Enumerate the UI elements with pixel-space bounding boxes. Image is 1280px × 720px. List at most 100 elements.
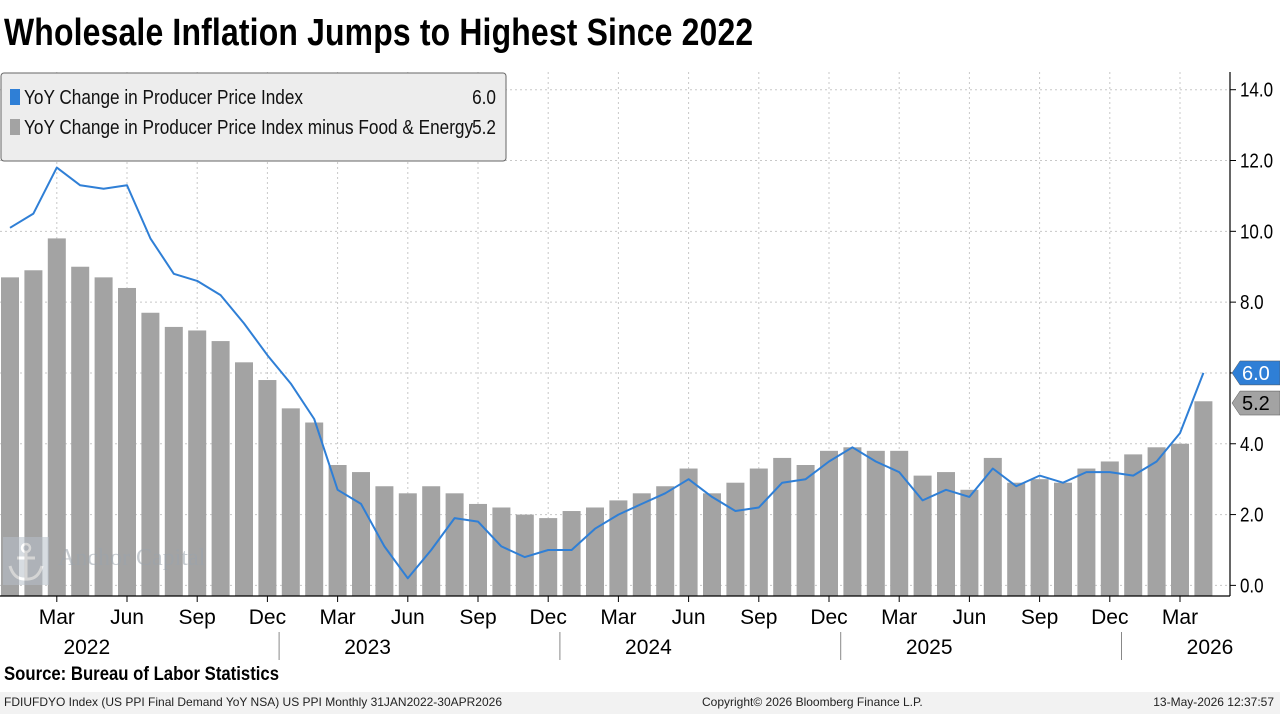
core-ppi-bar (375, 486, 394, 596)
y-tick-label: 12.0 (1240, 149, 1273, 172)
legend: YoY Change in Producer Price Index 6.0 YoY… (0, 72, 507, 162)
core-ppi-bar (398, 493, 417, 596)
chart-title: Wholesale Inflation Jumps to Highest Sin… (4, 12, 754, 54)
core-ppi-bar (71, 266, 90, 596)
core-ppi-bar (492, 507, 511, 596)
core-ppi-bar (352, 472, 370, 596)
core-ppi-bar (913, 475, 932, 596)
core-ppi-bar (937, 472, 955, 596)
x-tick-year: 2024 (625, 636, 672, 659)
core-ppi-bar (656, 486, 675, 596)
axes: 0.02.04.06.08.010.012.014.0Mar2022JunSep… (0, 72, 1280, 660)
footer-timestamp: 13-May-2026 12:37:57 (1153, 695, 1274, 709)
core-ppi-bar (586, 507, 604, 596)
footer-bar: FDIUFDYO Index (US PPI Final Demand YoY … (0, 692, 1280, 714)
footer-copyright: Copyright© 2026 Bloomberg Finance L.P. (702, 695, 923, 709)
x-tick-month: Sep (740, 606, 777, 629)
legend-swatch-bar (10, 119, 20, 135)
x-tick-month: Jun (110, 606, 144, 629)
core-ppi-bar (94, 277, 113, 596)
core-ppi-bar (1007, 482, 1026, 596)
core-ppi-bar (328, 465, 347, 596)
core-ppi-bar (211, 341, 230, 596)
core-ppi-bar (960, 489, 979, 596)
core-ppi-bar (258, 380, 277, 596)
x-tick-month: Mar (600, 606, 636, 629)
core-ppi-bar (1, 277, 19, 596)
core-ppi-bar (749, 468, 768, 596)
core-ppi-bar (1077, 468, 1096, 596)
core-ppi-bar (1054, 482, 1072, 596)
core-ppi-bar (562, 511, 581, 596)
core-ppi-bar (445, 493, 464, 596)
legend-swatch-line (10, 89, 20, 105)
core-ppi-bar (820, 450, 838, 596)
core-ppi-bar (609, 500, 628, 596)
core-ppi-bar (843, 447, 862, 596)
core-ppi-bar (469, 503, 487, 596)
x-tick-month: Dec (1091, 606, 1128, 629)
x-tick-year: 2026 (1187, 636, 1234, 659)
core-ppi-bar (983, 457, 1002, 596)
core-ppi-bar (47, 238, 66, 597)
core-ppi-bar (188, 330, 207, 596)
core-ppi-bar (515, 514, 534, 596)
core-ppi-bar (118, 287, 136, 596)
core-ppi-bar (1194, 401, 1213, 596)
x-tick-month: Dec (249, 606, 286, 629)
x-tick-month: Sep (1021, 606, 1058, 629)
anchor-icon (3, 537, 49, 585)
core-last-value-tag-text: 5.2 (1242, 393, 1270, 415)
y-tick-label: 2.0 (1240, 503, 1264, 526)
core-ppi-bar (281, 408, 300, 596)
core-ppi-bar (1030, 479, 1049, 596)
watermark-text: Anchor Capital (58, 545, 206, 571)
x-tick-month: Jun (672, 606, 706, 629)
ppi-line (9, 166, 1205, 580)
core-ppi-bar (1147, 447, 1166, 596)
core-ppi-bar (141, 312, 160, 596)
core-ppi-bar (164, 326, 183, 596)
core-ppi-bar (796, 465, 815, 596)
x-tick-month: Jun (391, 606, 425, 629)
x-tick-month: Dec (810, 606, 847, 629)
core-ppi-bar (422, 486, 441, 596)
ppi-last-value-tag: 6.0 (1231, 360, 1280, 386)
source-note: Source: Bureau of Labor Statistics (4, 664, 280, 685)
core-ppi-bar (305, 422, 324, 596)
anchor-capital-watermark: Anchor Capital (2, 536, 232, 586)
x-tick-month: Mar (1162, 606, 1198, 629)
core-ppi-bar (703, 493, 721, 596)
legend-value: 6.0 (472, 86, 496, 109)
x-tick-month: Sep (459, 606, 496, 629)
y-tick-label: 4.0 (1240, 432, 1264, 455)
x-tick-month: Mar (39, 606, 75, 629)
y-tick-label: 14.0 (1240, 78, 1273, 101)
ppi-last-value-tag-shape (1231, 360, 1280, 386)
core-ppi-bar (866, 450, 885, 596)
x-tick-month: Mar (320, 606, 356, 629)
core-ppi-bar (773, 457, 792, 596)
core-ppi-bars (1, 238, 1213, 597)
x-tick-year: 2025 (906, 636, 953, 659)
core-ppi-bar (1171, 443, 1189, 596)
x-tick-month: Sep (179, 606, 216, 629)
footer-ticker-info: FDIUFDYO Index (US PPI Final Demand YoY … (4, 695, 503, 709)
core-ppi-bar (539, 518, 558, 596)
core-ppi-bar (679, 468, 698, 596)
x-tick-month: Dec (530, 606, 567, 629)
x-tick-month: Mar (881, 606, 917, 629)
x-tick-month: Jun (952, 606, 986, 629)
x-tick-year: 2023 (344, 636, 391, 659)
core-ppi-bar (24, 270, 43, 596)
ppi-last-value-tag-text: 6.0 (1242, 363, 1270, 385)
ppi-line-series (9, 166, 1205, 580)
legend-value: 5.2 (472, 116, 496, 139)
core-ppi-bar (1100, 461, 1119, 596)
x-tick-year: 2022 (63, 636, 110, 659)
y-tick-label: 0.0 (1240, 574, 1264, 597)
legend-box (0, 72, 507, 162)
y-tick-label: 10.0 (1240, 220, 1273, 243)
legend-label: YoY Change in Producer Price Index (24, 86, 304, 109)
